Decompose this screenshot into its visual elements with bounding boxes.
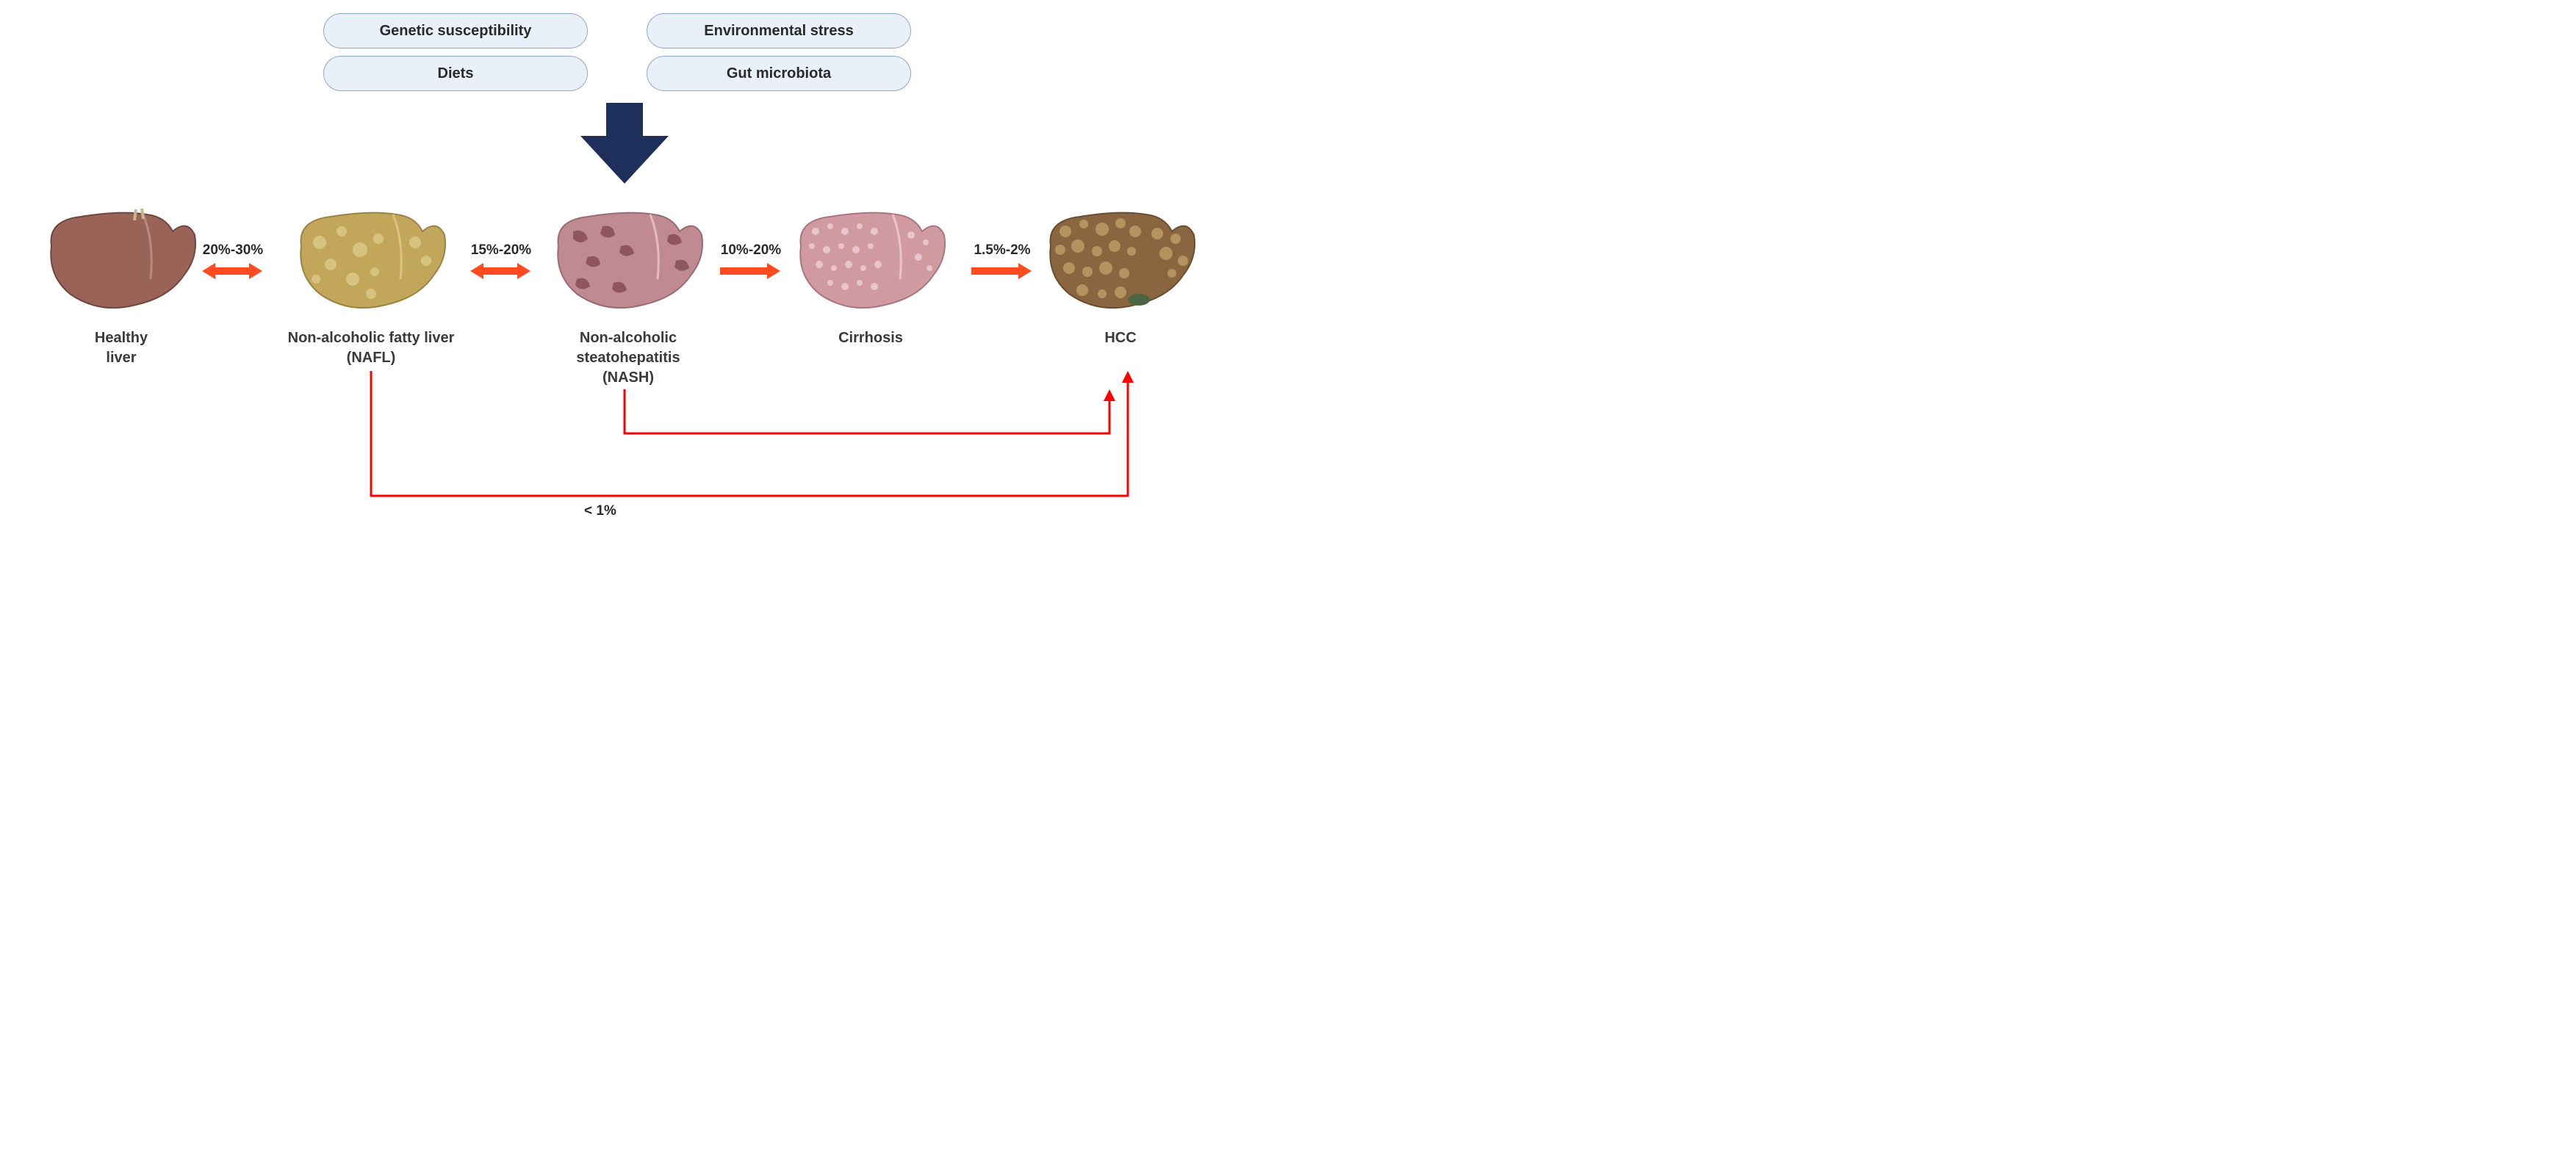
stage-cirrhosis-label: Cirrhosis	[782, 328, 959, 348]
stage-cirrhosis: Cirrhosis	[782, 206, 959, 348]
factor-env: Environmental stress	[647, 13, 911, 48]
bypass-label: < 1%	[584, 503, 616, 519]
trans-label-1: 20%-30%	[196, 242, 270, 259]
liver-hcc-icon	[1040, 206, 1201, 316]
label-text: Non-alcoholic	[580, 330, 677, 346]
label-text: Healthy	[95, 330, 148, 346]
label-text: liver	[106, 350, 136, 366]
label-text: steatohepatitis	[576, 350, 680, 366]
stage-hcc: HCC	[1032, 206, 1209, 348]
stage-nafl-label: Non-alcoholic fatty liver (NAFL)	[268, 328, 474, 368]
stage-healthy: Healthy liver	[33, 206, 209, 368]
trans-label-4: 1.5%-2%	[965, 242, 1039, 259]
arrow-uni-4-icon	[971, 263, 1032, 279]
liver-healthy-icon	[40, 206, 202, 316]
stage-nash: Non-alcoholic steatohepatitis (NASH)	[533, 206, 724, 388]
arrow-bidir-2-icon	[470, 263, 530, 279]
label-text: HCC	[1104, 330, 1136, 346]
trans-label-2: 15%-20%	[464, 242, 538, 259]
factor-gut: Gut microbiota	[647, 56, 911, 91]
factor-genetic: Genetic susceptibility	[323, 13, 588, 48]
label-text: (NAFL)	[347, 350, 396, 366]
label-text: Cirrhosis	[838, 330, 903, 346]
stage-nafl: Non-alcoholic fatty liver (NAFL)	[268, 206, 474, 368]
arrow-uni-3-icon	[720, 263, 780, 279]
arrow-bidir-1-icon	[202, 263, 262, 279]
liver-cirrhosis-icon	[790, 206, 951, 316]
bypass-nafl-hcc-icon	[364, 371, 1154, 533]
stage-hcc-label: HCC	[1032, 328, 1209, 348]
big-down-arrow-icon	[580, 103, 669, 184]
stage-healthy-label: Healthy liver	[33, 328, 209, 368]
factor-diets: Diets	[323, 56, 588, 91]
liver-nash-icon	[547, 206, 709, 316]
label-text: Non-alcoholic fatty liver	[288, 330, 455, 346]
liver-nafl-icon	[290, 206, 452, 316]
trans-label-3: 10%-20%	[714, 242, 788, 259]
